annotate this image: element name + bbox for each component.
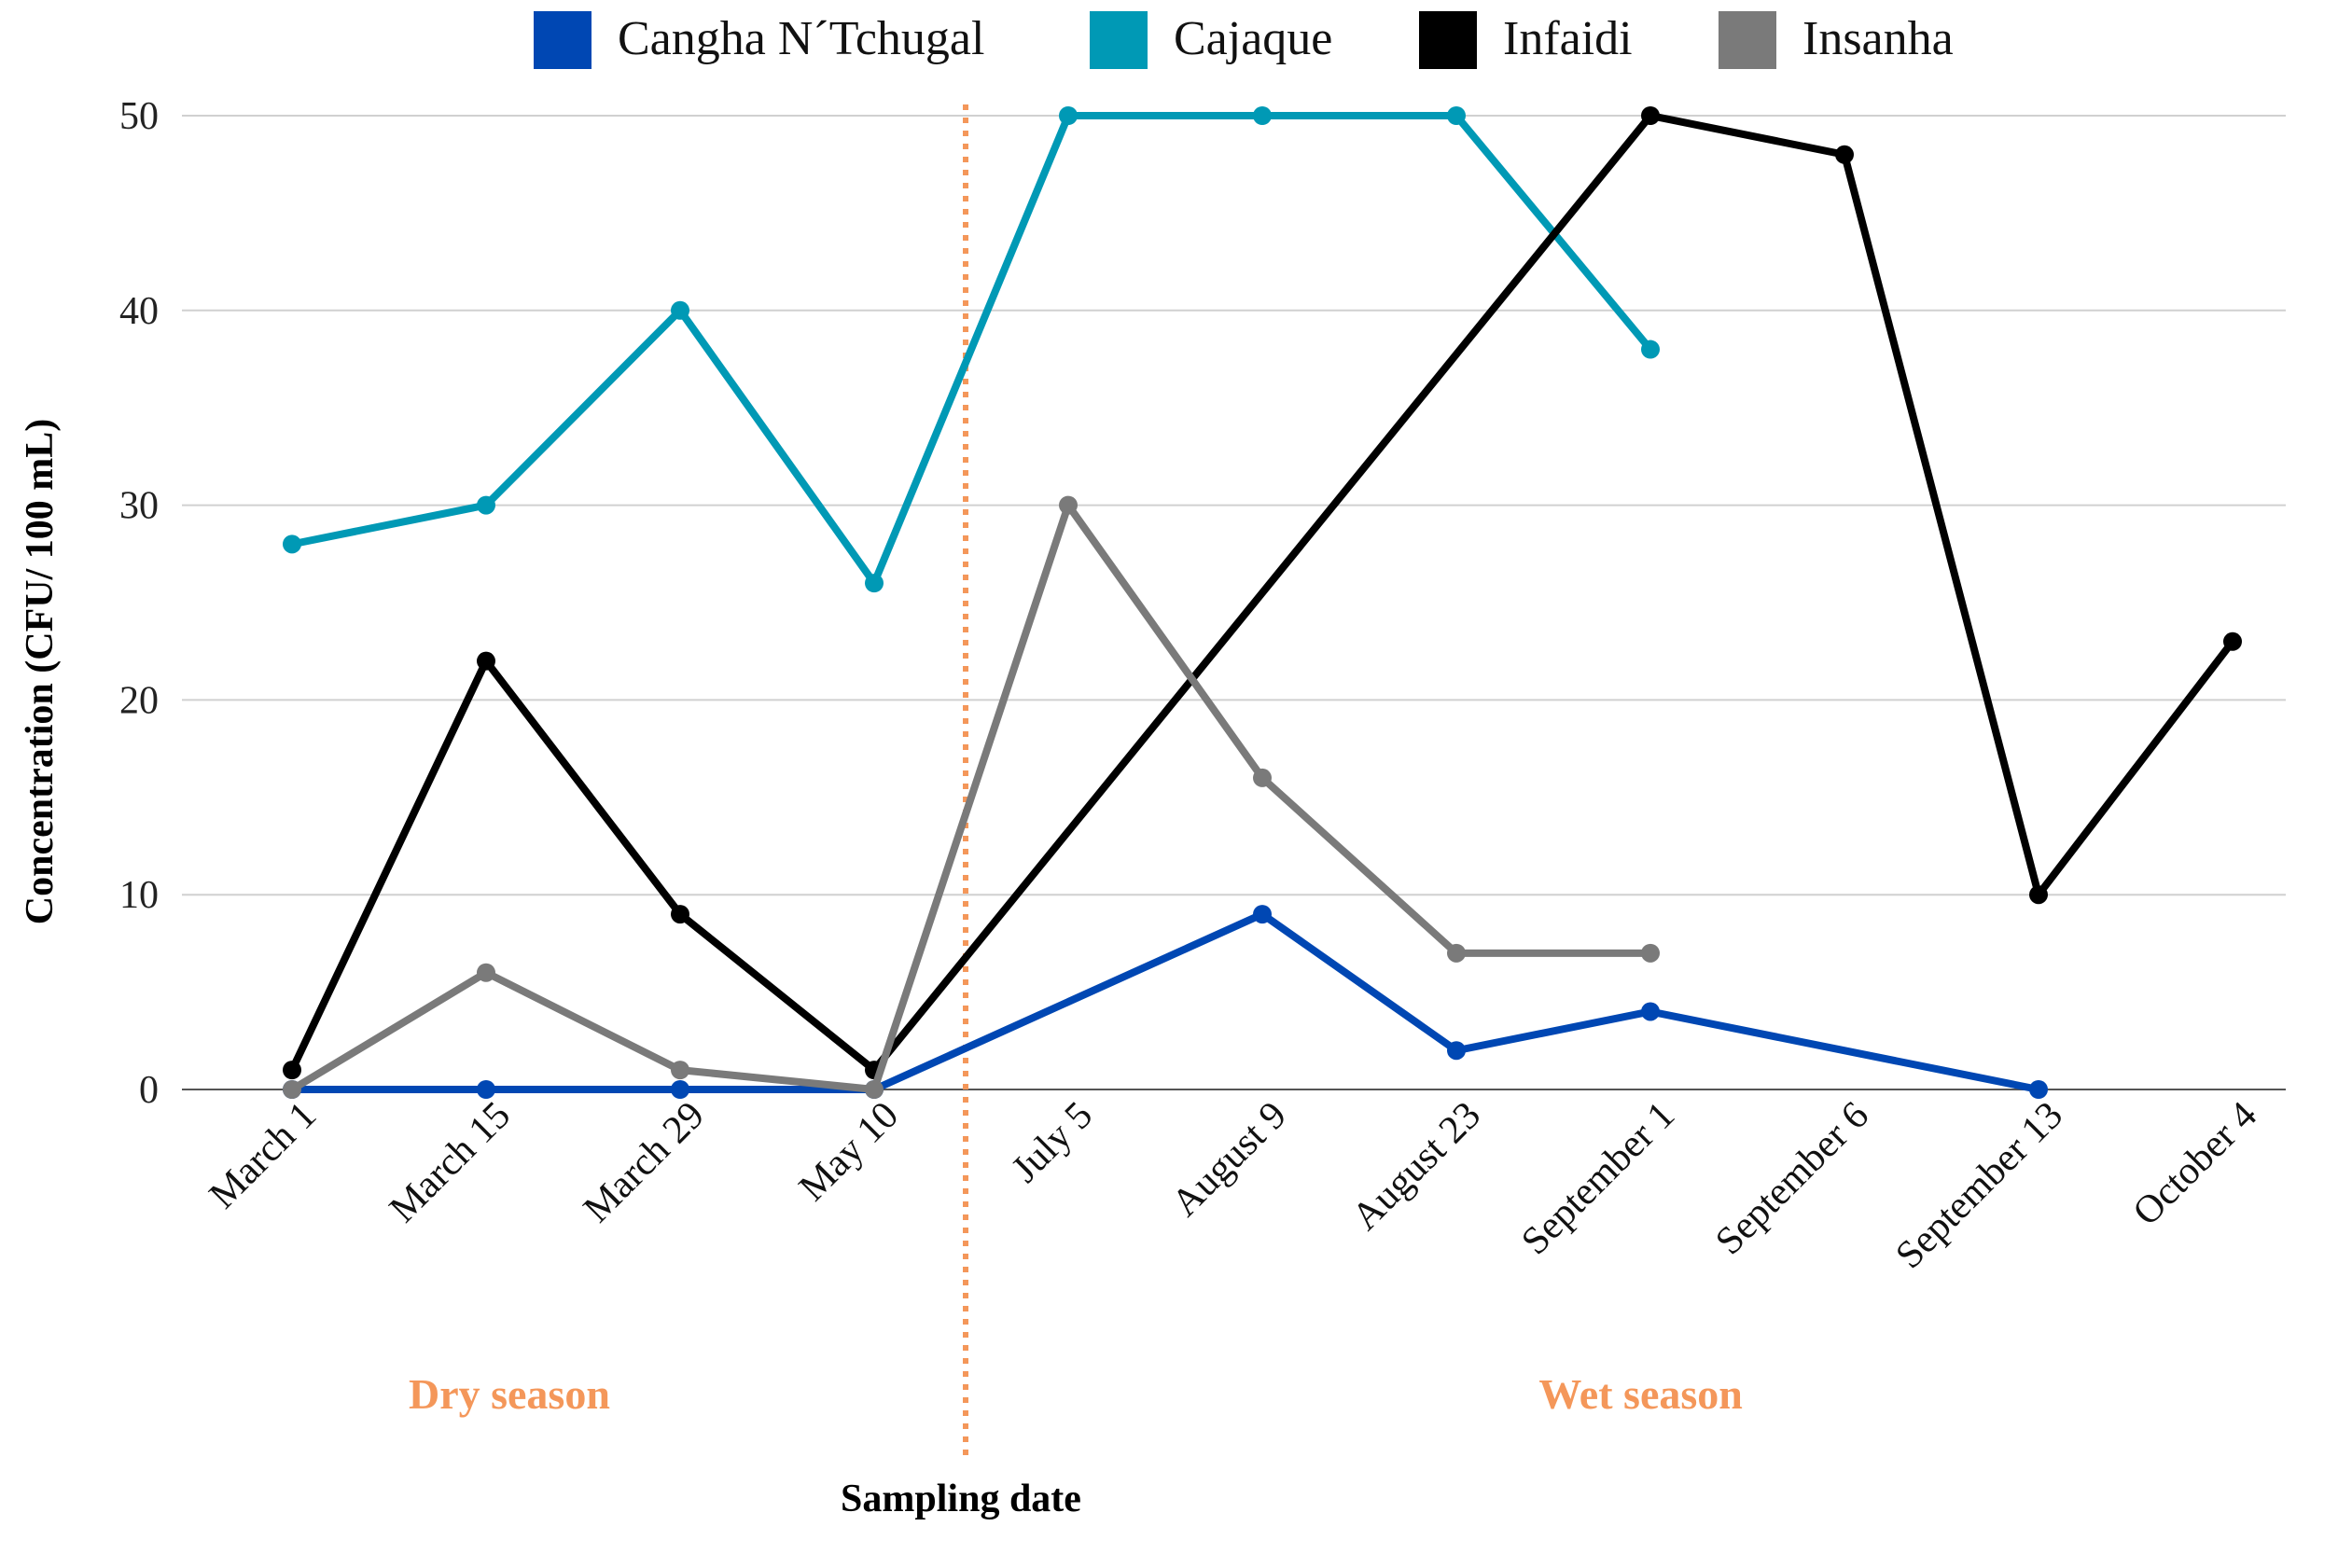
data-point xyxy=(2223,631,2242,651)
x-tick-label: August 23 xyxy=(1344,1094,1489,1239)
data-point xyxy=(477,651,495,671)
x-tick-label: September 6 xyxy=(1707,1094,1877,1264)
data-point xyxy=(283,1080,301,1099)
series-line xyxy=(288,112,1654,588)
data-point xyxy=(1641,106,1660,125)
data-point xyxy=(1253,905,1272,924)
season-labels: Dry season Wet season xyxy=(409,1370,1743,1418)
data-series xyxy=(283,106,2242,1099)
data-point xyxy=(2029,885,2048,905)
data-point xyxy=(477,495,495,515)
data-point xyxy=(1641,1002,1660,1021)
data-point xyxy=(477,963,495,982)
season-label: Wet season xyxy=(1538,1370,1743,1418)
data-point xyxy=(1641,340,1660,359)
series-infaidi xyxy=(283,106,2242,1080)
x-tick-label: July 5 xyxy=(1004,1094,1101,1191)
data-point xyxy=(1253,106,1272,125)
data-point xyxy=(1641,943,1660,963)
data-point xyxy=(283,534,301,554)
data-point xyxy=(1835,145,1854,164)
legend-label: Infaidi xyxy=(1503,12,1633,65)
x-axis-ticks: March 1 March 15 March 29 May 10 July 5 Augus… xyxy=(202,1094,2265,1278)
data-point xyxy=(1447,106,1466,125)
series-line xyxy=(288,112,2236,1075)
data-point xyxy=(865,574,884,593)
x-tick-label: September 13 xyxy=(1887,1094,2071,1278)
y-tick-label: 30 xyxy=(119,485,159,528)
x-tick-label: March 1 xyxy=(202,1094,325,1217)
legend-label: Cangha N´Tchugal xyxy=(618,12,984,65)
legend: Cangha N´Tchugal Cajaque Infaidi Insanha xyxy=(534,11,1954,69)
legend-swatch xyxy=(534,11,591,69)
y-tick-label: 0 xyxy=(139,1069,159,1112)
x-axis-label: Sampling date xyxy=(841,1478,1081,1520)
legend-label: Cajaque xyxy=(1174,12,1332,65)
x-tick-label: October 4 xyxy=(2125,1094,2265,1234)
series-line xyxy=(288,501,1654,1093)
series-line xyxy=(288,910,2042,1093)
data-point xyxy=(671,905,689,924)
y-tick-label: 50 xyxy=(119,95,159,138)
data-point xyxy=(1253,768,1272,787)
y-tick-label: 40 xyxy=(119,290,159,333)
y-tick-label: 20 xyxy=(119,679,159,722)
data-point xyxy=(865,1080,884,1099)
data-point xyxy=(1447,1041,1466,1061)
y-tick-label: 10 xyxy=(119,874,159,917)
series-cajaque xyxy=(283,106,1660,593)
x-tick-label: March 29 xyxy=(576,1094,713,1231)
legend-swatch xyxy=(1090,11,1148,69)
legend-swatch xyxy=(1719,11,1776,69)
legend-label: Insanha xyxy=(1802,12,1954,65)
x-tick-label: August 9 xyxy=(1163,1094,1295,1226)
x-tick-label: May 10 xyxy=(791,1094,907,1210)
x-tick-label: September 1 xyxy=(1513,1094,1683,1264)
data-point xyxy=(1447,943,1466,963)
data-point xyxy=(1059,106,1078,125)
legend-swatch xyxy=(1419,11,1477,69)
y-axis-label: Concentration (CFU/ 100 mL) xyxy=(19,419,62,924)
data-point xyxy=(2029,1080,2048,1099)
series-insanha xyxy=(283,495,1660,1099)
data-point xyxy=(671,1061,689,1080)
x-tick-label: March 15 xyxy=(382,1094,519,1231)
data-point xyxy=(671,300,689,320)
season-label: Dry season xyxy=(409,1370,610,1418)
data-point xyxy=(477,1080,495,1099)
gridlines xyxy=(182,115,2286,1090)
data-point xyxy=(283,1061,301,1080)
data-point xyxy=(1059,495,1078,515)
y-axis-ticks: 0 10 20 30 40 50 xyxy=(119,95,159,1112)
data-point xyxy=(671,1080,689,1099)
